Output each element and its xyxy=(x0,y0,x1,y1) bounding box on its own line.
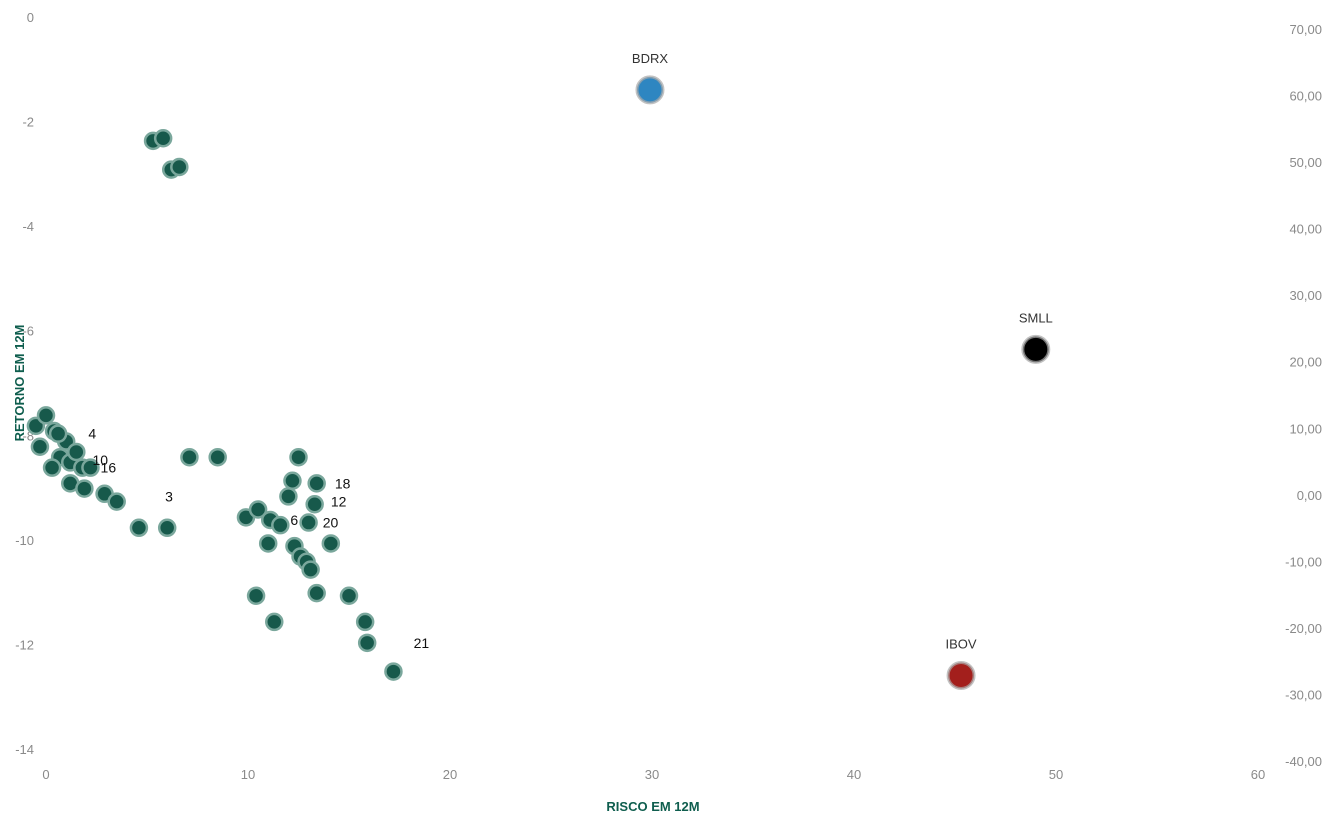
fund-point xyxy=(246,586,266,606)
fund-point xyxy=(129,518,149,538)
benchmark-label-smll: SMLL xyxy=(1019,310,1053,325)
fund-point xyxy=(248,500,268,519)
y-tick-label: 0 xyxy=(27,10,34,25)
y-tick-label: -4 xyxy=(22,219,34,234)
fund-point xyxy=(107,492,126,511)
fund-point xyxy=(384,662,403,681)
benchmark-point-smll xyxy=(1021,334,1051,364)
fund-point xyxy=(321,534,341,553)
fund-point xyxy=(299,513,318,532)
benchmark-points: BDRX SMLL IBOV xyxy=(632,51,1053,690)
fund-point xyxy=(258,534,278,553)
y-tick-label: -10 xyxy=(15,533,34,548)
y-tick-label: -12 xyxy=(15,637,34,652)
x-tick-label: 0 xyxy=(42,767,49,782)
x-tick-label: 60 xyxy=(1251,767,1265,782)
fund-point xyxy=(157,518,177,538)
y2-tick-label: 40,00 xyxy=(1289,222,1322,237)
fund-point xyxy=(305,495,324,514)
fund-point-label: 10 xyxy=(92,452,108,468)
y-tick-label: -2 xyxy=(22,115,34,130)
y-axis-title: RETORNO EM 12M xyxy=(12,325,27,442)
y2-tick-label: -40,00 xyxy=(1285,754,1322,769)
fund-point xyxy=(279,487,298,506)
x-tick-label: 30 xyxy=(645,767,659,782)
benchmark-point-bdrx xyxy=(635,75,665,105)
x-axis-ticks: 0 10 20 30 40 50 60 xyxy=(42,767,1265,782)
fund-point xyxy=(42,458,62,477)
fund-point xyxy=(289,447,308,467)
y2-tick-label: -20,00 xyxy=(1285,621,1322,636)
fund-point xyxy=(339,586,359,606)
fund-point-label: 16 xyxy=(101,460,117,476)
fund-point xyxy=(30,437,50,456)
fund-point xyxy=(307,474,326,493)
fund-point xyxy=(153,129,173,148)
y2-tick-label: 50,00 xyxy=(1289,155,1322,170)
fund-point xyxy=(283,471,302,490)
x-axis-title: RISCO EM 12M xyxy=(606,799,699,814)
y2-tick-label: 0,00 xyxy=(1297,488,1322,503)
y2-tick-label: 10,00 xyxy=(1289,421,1322,436)
fund-point xyxy=(180,447,199,467)
fund-point xyxy=(48,424,68,443)
fund-point-label: 6 xyxy=(290,512,298,528)
y2-tick-label: -10,00 xyxy=(1285,554,1322,569)
benchmark-label-bdrx: BDRX xyxy=(632,51,668,66)
y2-tick-label: -30,00 xyxy=(1285,687,1322,702)
fund-point xyxy=(265,612,284,632)
y2-tick-label: 70,00 xyxy=(1289,22,1322,37)
fund-point xyxy=(357,633,377,653)
fund-point xyxy=(81,458,100,477)
x-tick-label: 40 xyxy=(847,767,861,782)
y-tick-label: -14 xyxy=(15,742,34,757)
y-axis-ticks: 0 -2 -4 -6 -8 -10 -12 -14 xyxy=(15,10,34,757)
fund-point-label: 20 xyxy=(323,515,339,531)
x-tick-label: 20 xyxy=(443,767,457,782)
fund-point xyxy=(208,447,227,467)
benchmark-point-ibov xyxy=(946,660,976,690)
fund-point xyxy=(67,442,86,462)
fund-point xyxy=(355,612,375,632)
fund-point-label: 18 xyxy=(335,475,351,491)
x-tick-label: 50 xyxy=(1049,767,1063,782)
y2-tick-label: 20,00 xyxy=(1289,355,1322,370)
x-tick-label: 10 xyxy=(241,767,255,782)
y-tick-label: -8 xyxy=(22,428,34,443)
fund-point xyxy=(307,583,326,603)
benchmark-label-ibov: IBOV xyxy=(946,636,977,651)
y2-tick-label: 30,00 xyxy=(1289,288,1322,303)
fund-point-label: 4 xyxy=(88,426,96,442)
fund-point xyxy=(170,157,189,177)
fund-point xyxy=(75,479,94,498)
fund-point-label: 12 xyxy=(331,494,347,510)
fund-point xyxy=(301,560,320,579)
y2-tick-label: 60,00 xyxy=(1289,89,1322,104)
fund-point-label: 3 xyxy=(165,488,173,504)
fund-point xyxy=(271,515,290,535)
fund-point xyxy=(36,406,56,425)
y-tick-label: -6 xyxy=(22,324,34,339)
secondary-y-axis-ticks: 70,00 60,00 50,00 40,00 30,00 20,00 10,00 0,00 -… xyxy=(1285,22,1322,769)
fund-point-label: 21 xyxy=(414,635,430,651)
fund-points xyxy=(26,129,403,681)
